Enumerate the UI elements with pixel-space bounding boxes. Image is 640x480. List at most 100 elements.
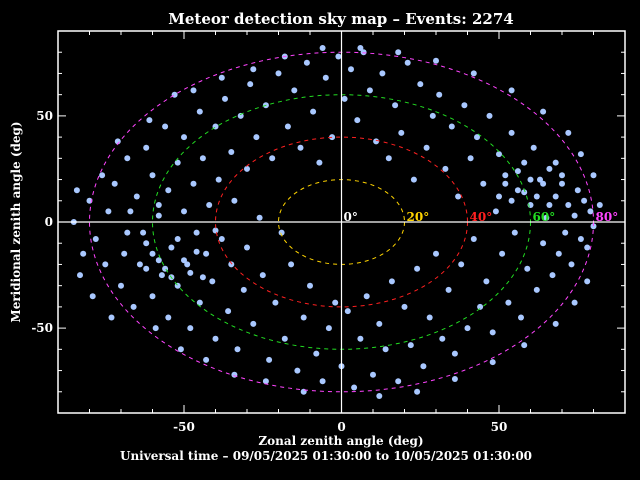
meteor-point (379, 70, 386, 77)
ring-label: 80° (596, 210, 619, 224)
meteor-point (373, 138, 380, 145)
meteor-point (559, 172, 565, 179)
meteor-point (168, 244, 175, 251)
meteor-point (272, 299, 279, 306)
meteor-point (218, 74, 225, 81)
meteor-point (587, 208, 594, 215)
y-axis-label: Meridional zenith angle (deg) (9, 121, 23, 322)
meteor-point (152, 325, 159, 332)
meteor-point (250, 66, 257, 73)
meteor-point (474, 134, 480, 141)
meteor-point (193, 248, 200, 255)
meteor-point (461, 102, 468, 109)
meteor-point (521, 342, 528, 349)
meteor-point (451, 376, 458, 382)
meteor-point (508, 129, 515, 136)
meteor-point (499, 250, 506, 257)
meteor-point (385, 155, 392, 162)
meteor-point (445, 286, 452, 293)
y-tick-label: -50 (31, 321, 53, 335)
meteor-point (250, 320, 257, 327)
meteor-point (133, 193, 140, 200)
meteor-point (477, 303, 484, 310)
meteor-point (574, 187, 581, 194)
meteor-point (584, 278, 591, 285)
meteor-point (102, 261, 109, 268)
meteor-point (181, 257, 187, 264)
meteor-point (464, 325, 471, 332)
meteor-point (436, 91, 443, 98)
meteor-point (190, 87, 197, 94)
meteor-point (410, 176, 417, 183)
meteor-point (351, 384, 358, 391)
meteor-point (165, 314, 172, 321)
meteor-point (165, 187, 172, 194)
meteor-point (505, 299, 512, 306)
meteor-point (177, 346, 184, 353)
meteor-point (199, 155, 206, 162)
meteor-point (537, 176, 543, 183)
meteor-point (571, 212, 578, 219)
meteor-point (514, 187, 521, 194)
x-tick-label: 50 (491, 420, 508, 434)
meteor-point (203, 250, 210, 257)
time-range-footer: Universal time – 09/05/2025 01:30:00 to … (120, 449, 532, 463)
meteor-point (455, 193, 462, 200)
meteor-point (325, 325, 332, 332)
meteor-point (527, 176, 534, 183)
meteor-point (565, 202, 572, 208)
meteor-point (310, 108, 317, 115)
x-tick-label: 0 (337, 420, 345, 434)
meteor-point (181, 134, 187, 141)
y-tick-label: 0 (45, 215, 53, 229)
meteor-point (376, 320, 383, 327)
meteor-point (382, 346, 389, 353)
meteor-point (552, 159, 559, 166)
meteor-point (565, 129, 572, 136)
meteor-point (508, 87, 515, 94)
meteor-point (552, 320, 559, 327)
meteor-point (508, 197, 515, 204)
meteor-point (530, 144, 537, 151)
meteor-point (417, 81, 424, 88)
meteor-point (303, 59, 310, 66)
meteor-point (344, 308, 351, 315)
meteor-point (433, 250, 439, 257)
ring-label: 0° (344, 210, 358, 224)
x-tick-label: -50 (173, 420, 195, 434)
meteor-point (155, 257, 162, 264)
meteor-point (571, 299, 578, 306)
meteor-point (149, 250, 156, 257)
meteor-point (590, 223, 597, 230)
meteor-point (426, 314, 433, 321)
meteor-point (521, 189, 528, 196)
meteor-point (143, 144, 150, 151)
meteor-point (486, 112, 493, 119)
meteor-point (590, 172, 597, 179)
meteor-point (584, 244, 591, 251)
meteor-point (442, 165, 449, 172)
meteor-point (297, 144, 304, 151)
ring-label: 60° (533, 210, 556, 224)
meteor-point (562, 229, 569, 236)
meteor-point (502, 180, 509, 187)
meteor-point (502, 172, 509, 179)
meteor-point (581, 197, 588, 204)
meteor-point (439, 335, 446, 342)
meteor-point (518, 314, 524, 321)
meteor-point (269, 155, 276, 162)
meteor-point (559, 180, 565, 187)
meteor-point (196, 299, 203, 306)
meteor-point (234, 346, 241, 353)
meteor-point (136, 261, 143, 268)
meteor-point (171, 91, 178, 98)
meteor-point (105, 208, 112, 215)
meteor-point (319, 378, 326, 385)
meteor-point (212, 335, 219, 342)
meteor-point (158, 272, 165, 279)
meteor-point (316, 159, 323, 166)
meteor-point (483, 278, 490, 285)
meteor-point (240, 286, 247, 293)
meteor-point (313, 350, 320, 357)
